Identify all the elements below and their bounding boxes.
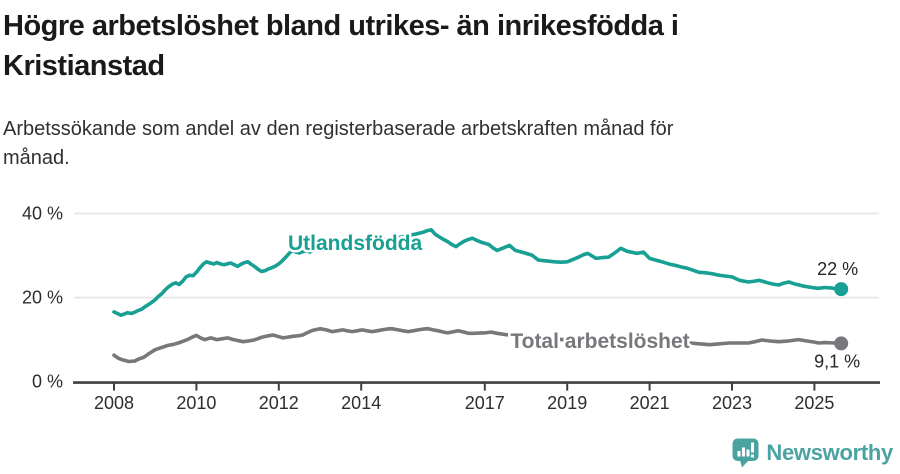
x-axis-label-2014: 2014 [341, 393, 381, 413]
series-end-value-total-arbetsloshet: 9,1 % [814, 351, 860, 371]
x-axis-label-2023: 2023 [712, 393, 752, 413]
x-axis-label-2021: 2021 [630, 393, 670, 413]
x-axis-label-2012: 2012 [259, 393, 299, 413]
y-axis-label-40: 40 % [22, 203, 63, 223]
x-axis-label-2019: 2019 [547, 393, 587, 413]
newsworthy-logo[interactable]: Newsworthy [732, 437, 893, 469]
series-line-utlandsfodda [112, 228, 844, 318]
newsworthy-logo-text: Newsworthy [766, 440, 893, 465]
y-axis-label-20: 20 % [22, 288, 63, 308]
chart-subtitle: Arbetssökande som andel av den registerb… [3, 118, 674, 169]
series-label-utlandsfodda: Utlandsfödda [288, 232, 422, 255]
newsworthy-bubble-chart-icon [732, 438, 759, 468]
series-endpoint-dot-total-arbetsloshet [834, 336, 849, 351]
series-end-value-utlandsfodda: 22 % [817, 259, 858, 279]
series-label-total-arbetsloshet: Total arbetslöshet [510, 330, 689, 353]
x-axis-label-2008: 2008 [94, 393, 134, 413]
chart-title: Högre arbetslöshet bland utrikes- än inr… [3, 10, 679, 82]
series-endpoint-dot-utlandsfodda [834, 282, 849, 297]
x-axis-label-2017: 2017 [465, 393, 505, 413]
series-line-total-arbetsloshet [112, 326, 844, 364]
x-axis-label-2010: 2010 [176, 393, 216, 413]
x-axis-label-2025: 2025 [794, 393, 834, 413]
y-axis-label-0: 0 % [32, 372, 63, 392]
